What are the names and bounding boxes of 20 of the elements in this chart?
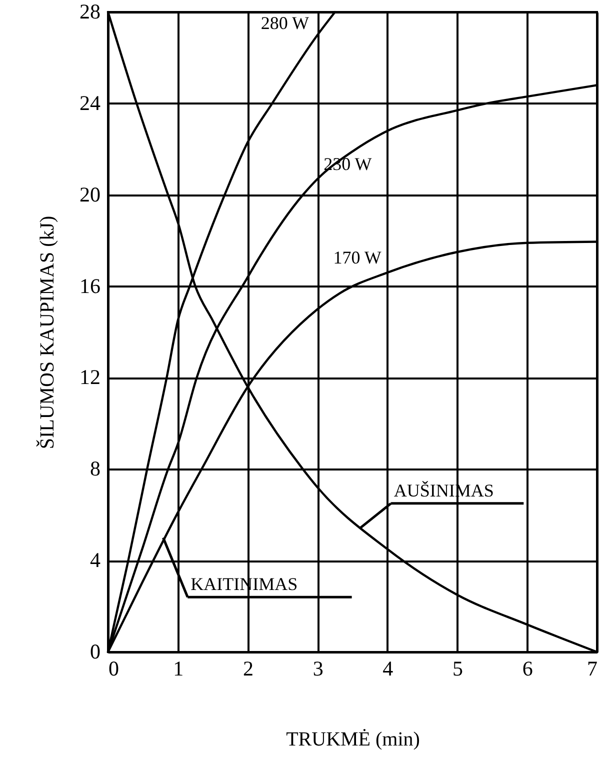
x-tick-label: 7 [587,656,598,680]
x-tick-label: 5 [452,656,464,680]
y-tick-label: 28 [80,0,100,24]
x-tick-label: 2 [242,656,254,680]
y-tick-label: 8 [90,456,100,481]
x-tick-label: 4 [382,656,394,680]
y-tick-label: 20 [80,182,100,206]
y-tick-label: 24 [80,90,101,115]
y-tick-label: 4 [90,548,101,572]
x-tick-label: 1 [173,656,184,680]
x-tick-label: 3 [312,656,324,680]
y-tick-label: 0 [90,640,100,664]
series-label: 280 W [260,13,310,33]
x-axis-title: TRUKMĖ (min) [286,728,420,750]
x-tick-label: 6 [522,656,533,680]
y-tick-label: 16 [80,274,100,298]
series-label: 170 W [333,248,382,268]
y-tick-label: 12 [80,365,100,390]
x-tick-label: 0 [108,656,119,680]
y-axis-title: ŠILUMOS KAUPIMAS (kJ) [36,216,58,450]
